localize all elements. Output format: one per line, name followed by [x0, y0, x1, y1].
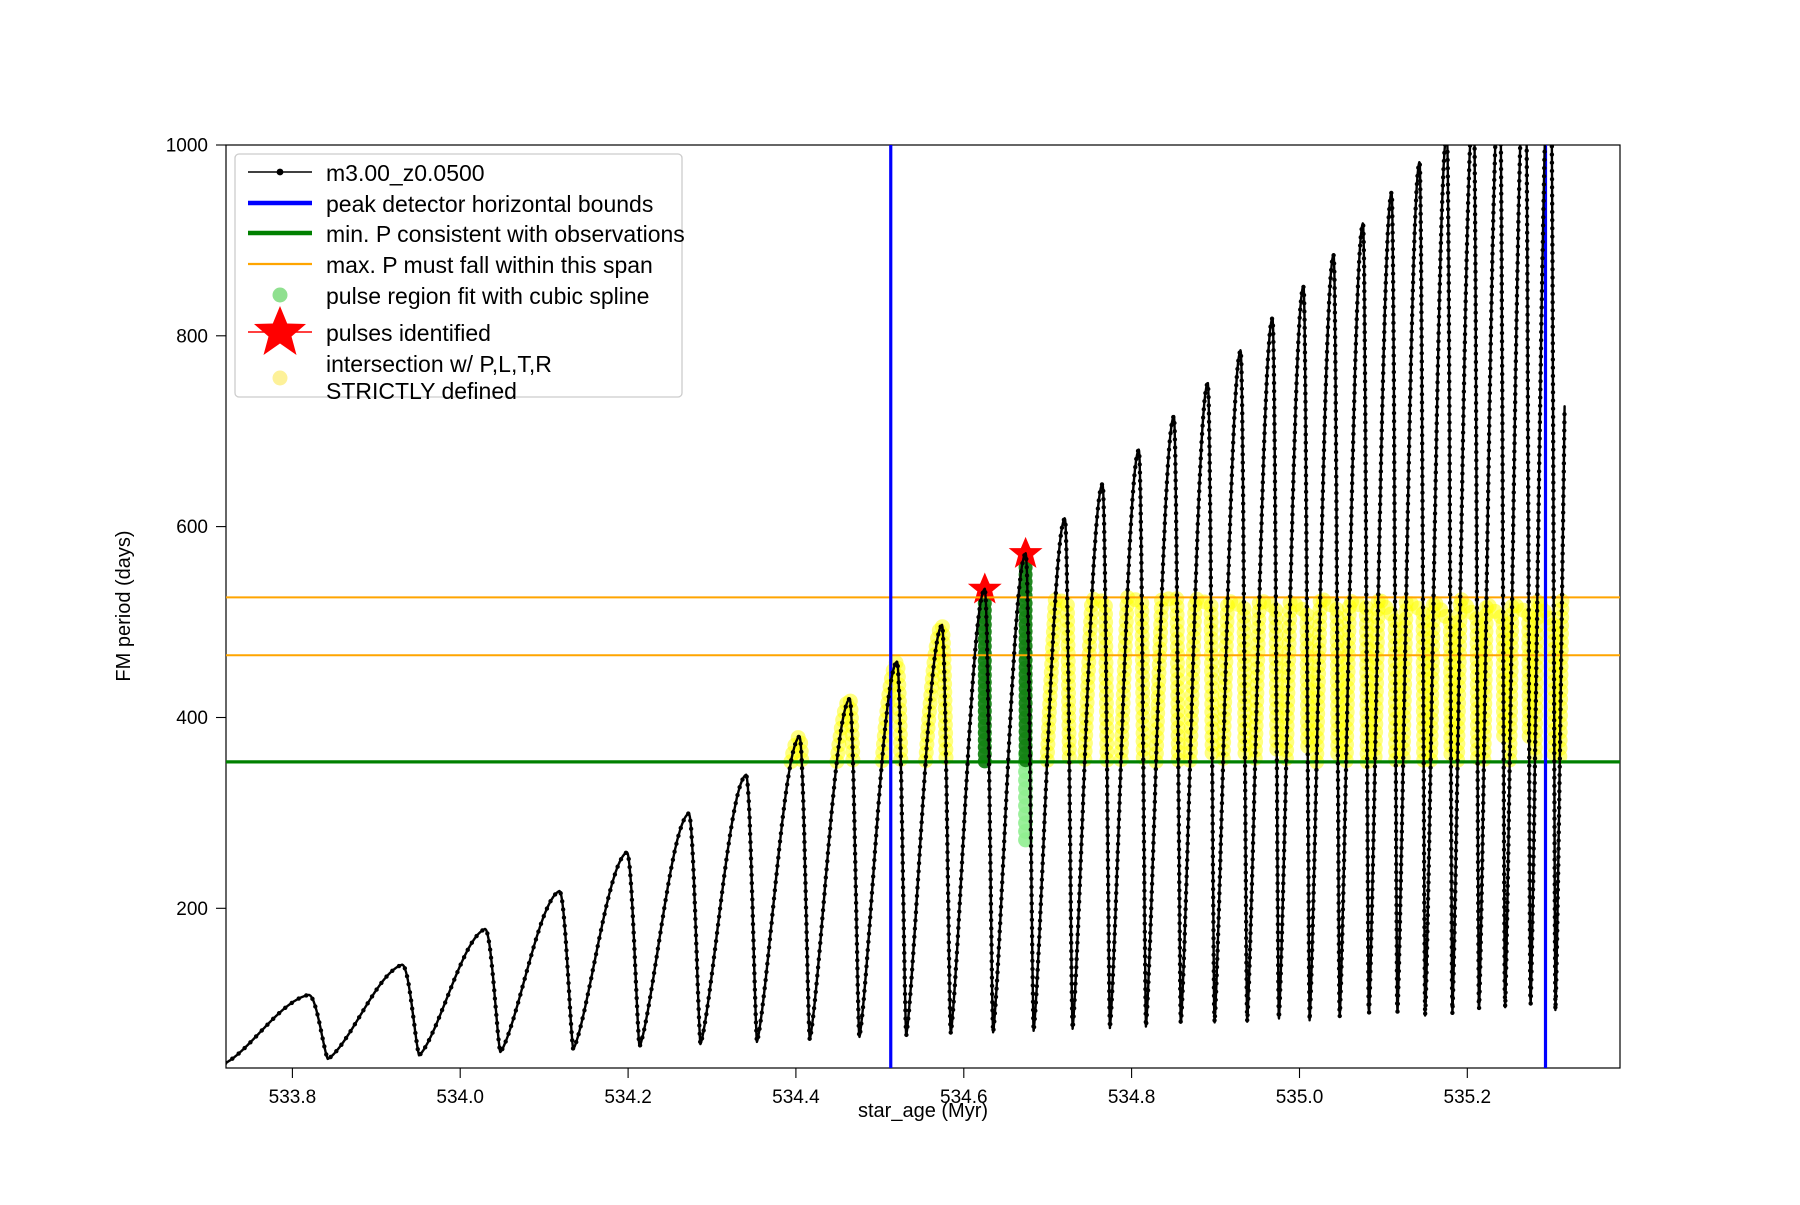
svg-text:star_age (Myr): star_age (Myr) [858, 1100, 988, 1122]
svg-text:535.2: 535.2 [1444, 1087, 1492, 1108]
svg-text:pulses identified: pulses identified [326, 320, 491, 346]
svg-text:min. P consistent with observa: min. P consistent with observations [326, 221, 685, 247]
svg-text:max. P must fall within this s: max. P must fall within this span [326, 252, 653, 278]
svg-text:534.8: 534.8 [1108, 1087, 1156, 1108]
svg-text:535.0: 535.0 [1276, 1087, 1324, 1108]
svg-text:533.8: 533.8 [269, 1087, 317, 1108]
svg-text:pulse region fit with cubic sp: pulse region fit with cubic spline [326, 283, 649, 309]
svg-text:534.2: 534.2 [604, 1087, 652, 1108]
svg-text:m3.00_z0.0500: m3.00_z0.0500 [326, 160, 485, 186]
svg-text:intersection w/ P,L,T,R: intersection w/ P,L,T,R [326, 351, 552, 377]
svg-text:STRICTLY defined: STRICTLY defined [326, 378, 517, 404]
svg-text:600: 600 [176, 517, 208, 538]
svg-text:400: 400 [176, 708, 208, 729]
svg-text:800: 800 [176, 326, 208, 347]
svg-text:1000: 1000 [166, 136, 208, 157]
svg-text:534.0: 534.0 [436, 1087, 484, 1108]
svg-text:FM period (days): FM period (days) [113, 530, 135, 681]
svg-text:peak detector horizontal bound: peak detector horizontal bounds [326, 191, 653, 217]
svg-text:534.4: 534.4 [772, 1087, 820, 1108]
svg-text:200: 200 [176, 899, 208, 920]
